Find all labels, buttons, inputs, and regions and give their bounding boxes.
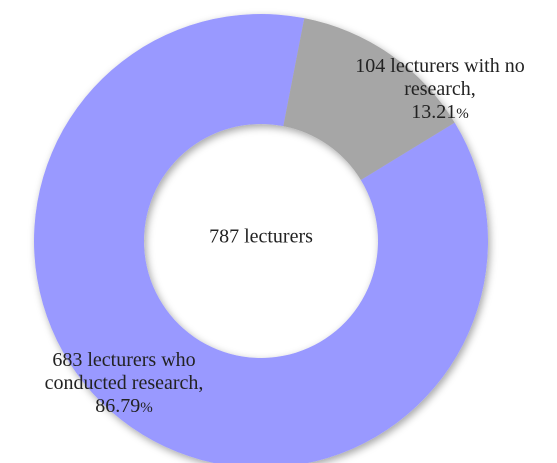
slice-labels: 683 lecturers who conducted research, 86.7… — [45, 55, 525, 417]
slice-no-research — [283, 18, 455, 180]
label-conducted-research: 683 lecturers who conducted research, 86.7… — [45, 349, 204, 417]
donut-slices — [33, 14, 488, 463]
center-label: 787 lecturers — [209, 226, 313, 248]
label-no-research: 104 lecturers with no research, 13.21% — [355, 55, 524, 123]
slice-conducted-research — [33, 14, 488, 463]
